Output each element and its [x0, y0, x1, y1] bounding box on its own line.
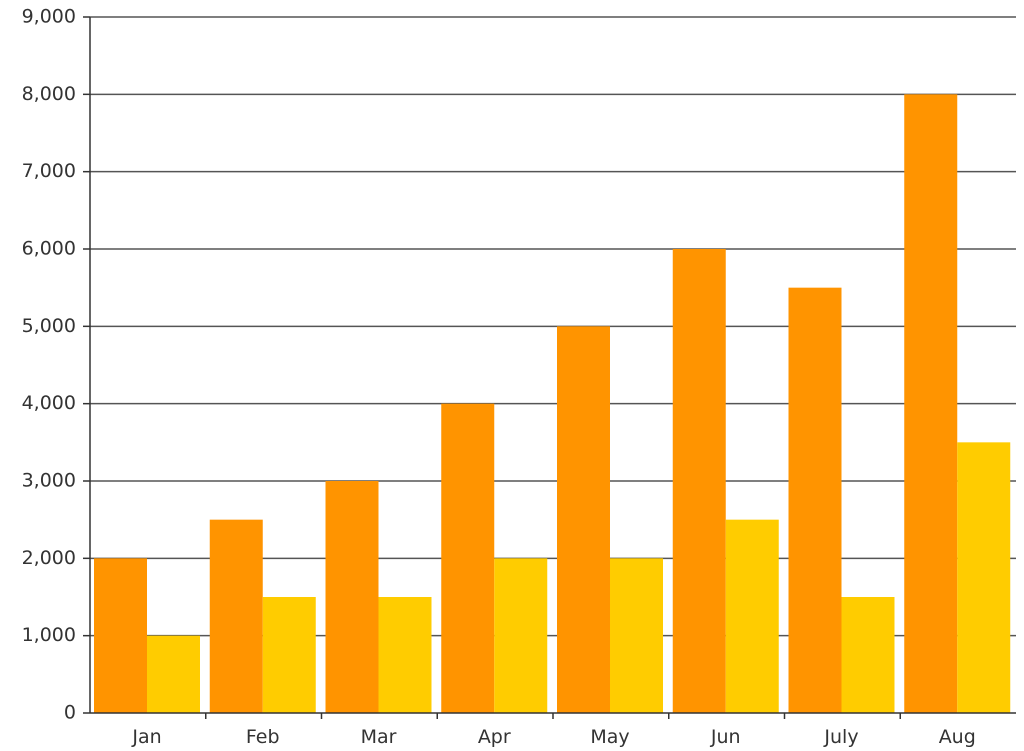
x-tick-label: Jan: [131, 726, 161, 748]
y-tick-label: 4,000: [22, 392, 76, 414]
y-tick-label: 6,000: [22, 238, 76, 260]
bar-apr-series-2: [494, 558, 548, 713]
bar-mar-series-2: [378, 597, 432, 713]
y-tick-label: 0: [64, 702, 76, 724]
bar-jan-series-2: [147, 635, 200, 713]
x-tick-label: May: [590, 726, 629, 748]
y-tick-label: 8,000: [22, 83, 76, 105]
bar-feb-series-2: [262, 597, 316, 713]
x-tick-label: Jun: [710, 726, 741, 748]
bar-may-series-1: [557, 326, 610, 713]
y-tick-label: 3,000: [22, 470, 76, 492]
bar-july-series-2: [841, 597, 895, 713]
bar-aug-series-1: [904, 94, 958, 714]
x-tick-label: July: [823, 726, 858, 748]
y-tick-label: 2,000: [22, 547, 76, 569]
bar-mar-series-1: [325, 481, 379, 713]
y-tick-label: 1,000: [22, 624, 76, 646]
y-axis-ticks: 0 1,000 2,000 3,000 4,000 5,000 6,000 7,000 8,00…: [22, 6, 90, 724]
x-tick-label: Mar: [361, 726, 397, 748]
bar-may-series-2: [610, 558, 663, 713]
y-tick-label: 9,000: [22, 6, 76, 28]
bar-feb-series-1: [209, 519, 263, 713]
bar-jan-series-1: [94, 558, 147, 713]
y-tick-label: 5,000: [22, 315, 76, 337]
x-tick-label: Apr: [478, 726, 511, 748]
bars: [94, 94, 1011, 714]
x-tick-label: Feb: [246, 726, 280, 748]
bar-apr-series-1: [441, 403, 495, 713]
bar-aug-series-2: [957, 442, 1011, 713]
bar-july-series-1: [788, 287, 842, 713]
y-tick-label: 7,000: [22, 160, 76, 182]
bar-jun-series-2: [725, 519, 779, 713]
x-axis-ticks: Jan Feb Mar Apr May Jun July Aug: [131, 713, 976, 748]
bar-jun-series-1: [672, 249, 726, 713]
x-tick-label: Aug: [939, 726, 976, 748]
